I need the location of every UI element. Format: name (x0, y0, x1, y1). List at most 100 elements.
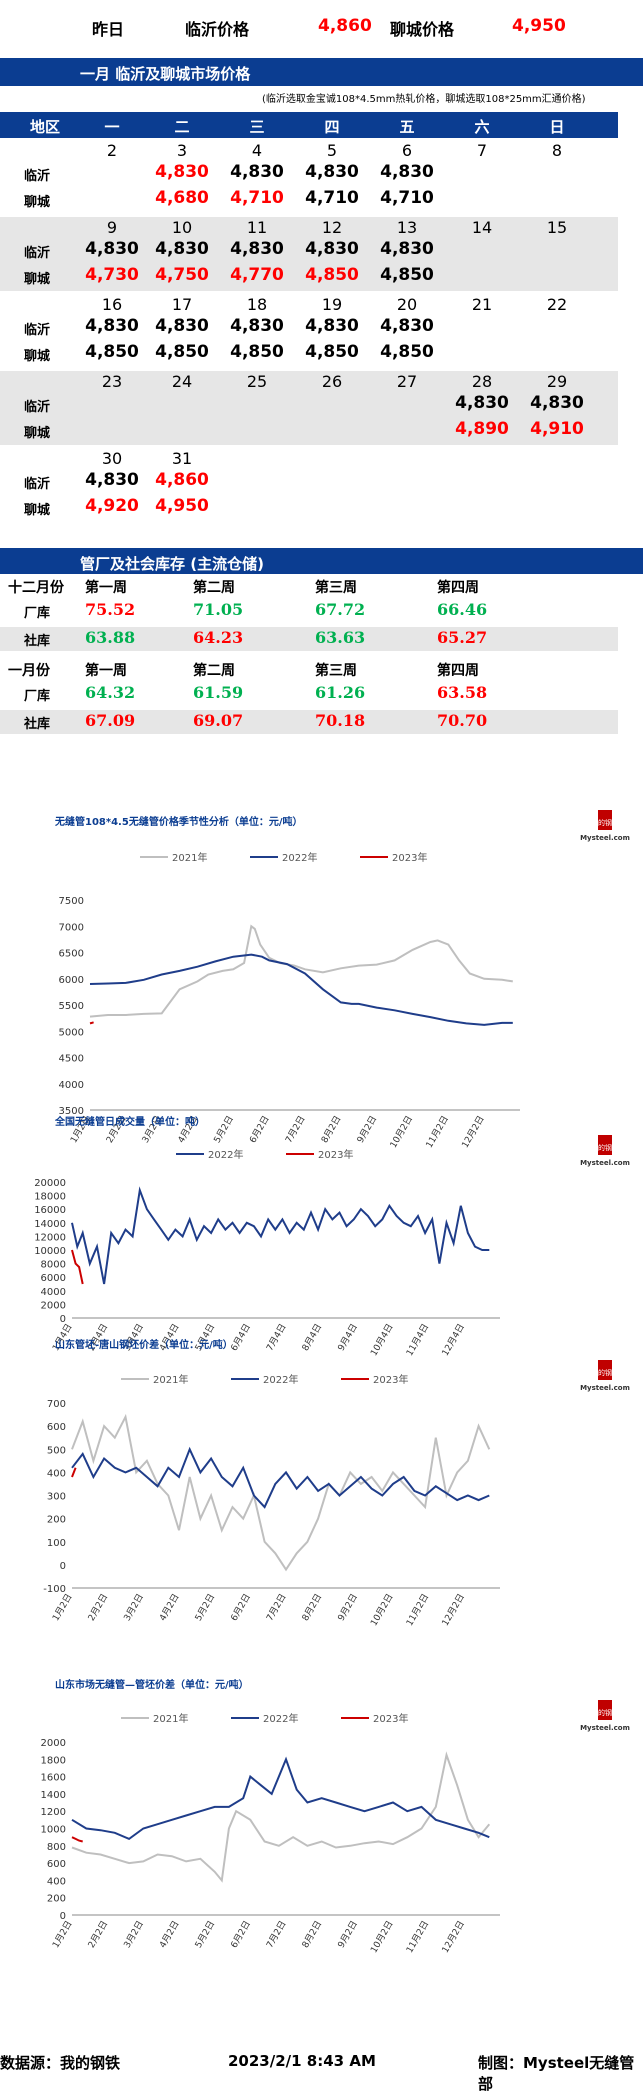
mysteel-logo-icon (598, 1700, 612, 1720)
calendar-day-number: 6 (401, 141, 413, 160)
linyi-price-cell: 4,830 (85, 316, 139, 336)
calendar-day-number: 17 (171, 295, 193, 314)
liaocheng-price-cell: 4,850 (85, 342, 139, 362)
y-tick-label: 6500 (59, 949, 84, 960)
calendar-header-region: 地区 (30, 118, 61, 136)
inventory-value: 69.07 (193, 711, 244, 730)
row-label-linyi: 临沂 (24, 400, 51, 415)
legend-label: 2023年 (392, 851, 427, 864)
row-label-liaocheng: 聊城 (24, 426, 51, 441)
legend-label: 2021年 (172, 851, 207, 864)
x-tick-label: 12月2日 (440, 1592, 467, 1628)
calendar-day-number: 26 (321, 372, 343, 391)
y-tick-label: 1400 (41, 1790, 66, 1801)
series-line (71, 1249, 84, 1285)
y-tick-label: 1200 (41, 1807, 66, 1818)
x-tick-label: 3月2日 (122, 1919, 146, 1950)
inventory-section-title: 管厂及社会库存 (主流仓储) (0, 548, 643, 574)
series-line (71, 1836, 83, 1843)
mysteel-logo-url: Mysteel.com (580, 834, 630, 842)
mysteel-logo-icon (598, 810, 612, 830)
liaocheng-price-cell: 4,850 (155, 342, 209, 362)
y-tick-label: 5000 (59, 1027, 84, 1038)
inventory-row-shade (0, 710, 618, 734)
inventory-week-header: 第二周 (193, 663, 235, 679)
liaocheng-price-cell: 4,750 (155, 265, 209, 285)
liaocheng-price-cell: 4,850 (305, 342, 359, 362)
yesterday-label: 昨日 (92, 20, 125, 39)
inventory-row-label: 社库 (24, 634, 51, 649)
legend-label: 2022年 (208, 1148, 243, 1161)
linyi-price-cell: 4,830 (380, 316, 434, 336)
mysteel-logo-icon (598, 1135, 612, 1155)
row-label-liaocheng: 聊城 (24, 503, 51, 518)
liaocheng-price-cell: 4,770 (230, 265, 284, 285)
inventory-value: 63.63 (315, 628, 366, 647)
calendar-header: 地区 一 二 三 四 五 六 日 (0, 112, 618, 138)
x-tick-label: 12月2日 (440, 1919, 467, 1955)
chart-title: 全国无缝管日成交量（单位：吨） (54, 1115, 205, 1128)
x-tick-label: 1月2日 (50, 1919, 74, 1950)
liaocheng-price-cell: 4,850 (380, 265, 434, 285)
inventory-row-label: 社库 (24, 717, 51, 732)
calendar-day-number: 30 (101, 449, 123, 468)
calendar-day-number: 11 (246, 218, 268, 237)
liaocheng-price-cell: 4,850 (305, 265, 359, 285)
inventory-value: 61.59 (193, 683, 244, 702)
y-tick-label: 200 (47, 1515, 66, 1526)
legend-label: 2022年 (263, 1712, 298, 1725)
x-tick-label: 6月2日 (229, 1919, 253, 1950)
calendar-header-day: 四 (324, 118, 340, 136)
x-tick-label: 9月2日 (336, 1919, 360, 1950)
mysteel-logo-text: 我的钢铁 (591, 1368, 619, 1377)
calendar-day-number: 7 (476, 141, 488, 160)
y-tick-label: 16000 (34, 1205, 66, 1216)
y-tick-label: 10000 (34, 1246, 66, 1257)
chart-title: 无缝管108*4.5无缝管价格季节性分析（单位：元/吨） (54, 815, 302, 828)
charts-svg: 我的钢铁 Mysteel.com 无缝管108*4.5无缝管价格季节性分析（单位：元… (34, 810, 630, 1955)
x-tick-label: 4月2日 (157, 1592, 181, 1623)
y-tick-label: 0 (60, 1911, 66, 1922)
calendar-header-day: 日 (549, 118, 565, 136)
linyi-price-cell: 4,830 (305, 316, 359, 336)
x-tick-label: 9月4日 (336, 1322, 360, 1353)
linyi-price-cell: 4,830 (230, 239, 284, 259)
y-tick-label: 3500 (59, 1106, 84, 1117)
calendar-day-number: 9 (106, 218, 118, 237)
y-tick-label: 600 (47, 1422, 66, 1433)
linyi-price-cell: 4,830 (85, 470, 139, 490)
y-tick-label: 1800 (41, 1755, 66, 1766)
liaocheng-price-cell: 4,920 (85, 496, 139, 516)
calendar-day-number: 20 (396, 295, 418, 314)
month-section-title: 一月 临沂及聊城市场价格 (0, 58, 643, 86)
legend-label: 2023年 (318, 1148, 353, 1161)
liaocheng-price-cell: 4,680 (155, 188, 209, 208)
series-line (71, 1467, 77, 1478)
liaocheng-price-cell: 4,910 (530, 419, 584, 439)
y-tick-label: 500 (47, 1445, 66, 1456)
inventory-value: 66.46 (437, 600, 488, 619)
calendar-day-number: 3 (176, 141, 188, 160)
x-tick-label: 10月2日 (368, 1919, 395, 1955)
calendar-day-number: 12 (321, 218, 343, 237)
y-tick-label: 7000 (59, 922, 84, 933)
x-tick-label: 8月4日 (300, 1322, 324, 1353)
inventory-value: 61.26 (315, 683, 366, 702)
calendar-day-number: 4 (251, 141, 263, 160)
inventory-week-header: 第三周 (315, 663, 357, 679)
inventory-month-label: 十二月份 (8, 580, 64, 596)
calendar-day-number: 28 (471, 372, 493, 391)
calendar-day-number: 16 (101, 295, 123, 314)
x-tick-label: 1月2日 (50, 1592, 74, 1623)
y-tick-label: 200 (47, 1894, 66, 1905)
liaocheng-price-cell: 4,850 (380, 342, 434, 362)
series-line (71, 1186, 490, 1285)
calendar-day-number: 31 (171, 449, 193, 468)
calendar-day-number: 2 (106, 141, 118, 160)
x-tick-label: 6月2日 (229, 1592, 253, 1623)
footer-timestamp: 2023/2/1 8:43 AM (228, 2052, 376, 2070)
y-tick-label: 7500 (59, 896, 84, 907)
mysteel-logo-text: 我的钢铁 (591, 818, 619, 827)
inventory-section-title-text: 管厂及社会库存 (主流仓储) (80, 555, 264, 573)
chart-title: 山东市场无缝管—管坯价差（单位：元/吨） (55, 1678, 249, 1691)
